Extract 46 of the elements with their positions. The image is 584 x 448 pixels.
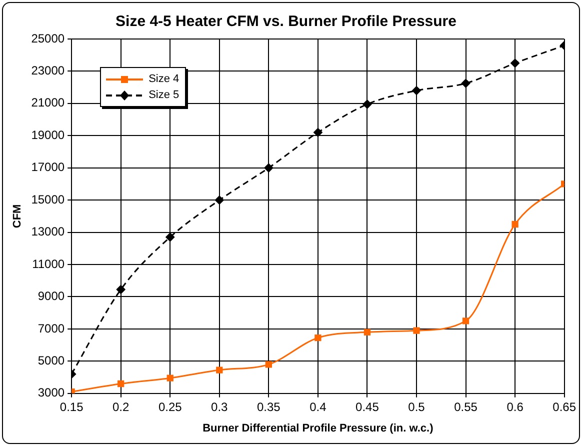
- x-tick-label: 0.25: [158, 400, 182, 414]
- x-tick-label: 0.55: [454, 400, 478, 414]
- point: [166, 374, 174, 382]
- x-tick-label: 0.2: [112, 400, 130, 414]
- legend-label: Size 5: [148, 89, 180, 101]
- legend-label: Size 4: [148, 73, 180, 85]
- x-tick-label: 0.6: [506, 400, 524, 414]
- y-tick-label: 17000: [31, 160, 65, 174]
- x-axis-title: Burner Differential Profile Pressure (in. w.c.): [202, 422, 434, 434]
- point: [413, 327, 420, 334]
- point: [264, 163, 274, 172]
- point: [265, 361, 272, 368]
- x-tick-label: 0.3: [211, 400, 228, 414]
- y-tick-label: 25000: [31, 31, 65, 46]
- x-tick-label: 0.4: [310, 400, 327, 414]
- y-tick-label: 19000: [31, 128, 65, 142]
- chart-title: Size 4-5 Heater CFM vs. Burner Profile Pressure: [116, 13, 456, 30]
- y-tick-label: 5000: [38, 353, 65, 368]
- point: [510, 58, 520, 68]
- point: [462, 318, 470, 324]
- x-tick-label: 0.5: [408, 400, 426, 414]
- point: [512, 220, 518, 228]
- y-tick-label: 11000: [32, 256, 65, 271]
- point: [214, 196, 224, 205]
- x-tick-label: 0.65: [552, 400, 576, 414]
- y-tick-label: 23000: [31, 64, 65, 78]
- y-axis-title: CFM: [12, 204, 24, 228]
- point: [364, 328, 371, 336]
- y-tick-label: 21000: [31, 96, 65, 110]
- point: [412, 86, 421, 96]
- y-tick-label: 15000: [31, 192, 65, 206]
- point: [216, 366, 223, 374]
- point: [314, 334, 322, 342]
- point: [313, 128, 322, 137]
- point: [362, 100, 372, 109]
- point: [166, 232, 175, 242]
- x-tick-label: 0.35: [256, 400, 281, 414]
- point: [461, 78, 470, 88]
- point: [118, 380, 124, 388]
- y-tick-label: 13000: [31, 224, 65, 239]
- point: [116, 284, 126, 294]
- x-tick-label: 0.15: [60, 400, 84, 414]
- y-tick-label: 3000: [38, 386, 65, 400]
- y-tick-label: 7000: [38, 321, 65, 336]
- x-tick-label: 0.45: [356, 400, 380, 414]
- y-tick-label: 9000: [38, 289, 65, 304]
